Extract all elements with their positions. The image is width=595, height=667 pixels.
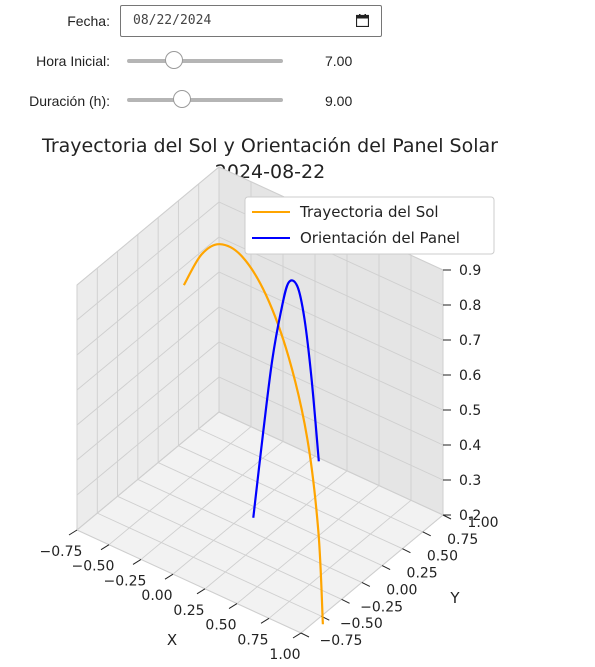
grid-line [157, 462, 383, 566]
legend-label-panel: Orientación del Panel [300, 229, 460, 247]
x-tick-label: −0.50 [72, 559, 115, 575]
grid-line [76, 271, 220, 391]
z-tick-label: 0.9 [459, 263, 481, 279]
grid-line [76, 529, 302, 634]
slider-track [127, 98, 283, 102]
grid-line [172, 455, 316, 575]
y-tick-label: 0.25 [407, 566, 438, 582]
z-tick-label: 0.3 [459, 473, 481, 489]
grid-line [108, 426, 252, 546]
axis-ticks: −0.75−0.50−0.250.000.250.500.751.00−0.75… [40, 263, 499, 663]
grid-line [236, 485, 380, 604]
start-hour-label: Hora Inicial: [36, 53, 110, 69]
y-tick-label: 0.75 [447, 532, 478, 548]
data-series [182, 243, 324, 625]
x-axis-label: X [167, 631, 177, 649]
slider-track [127, 59, 283, 63]
y-axis-label: Y [449, 589, 460, 607]
grid-line [218, 306, 444, 411]
grid-line [117, 495, 342, 600]
grid-lines [76, 166, 444, 634]
x-tick-label: 0.50 [205, 618, 236, 634]
legend-label-sun: Trayectoria del Sol [299, 203, 439, 221]
grid-line [300, 514, 444, 634]
z-tick-label: 0.4 [459, 438, 481, 454]
sun-trajectory-line [182, 243, 324, 625]
date-label: Fecha: [67, 13, 110, 29]
x-tick-label: −0.75 [40, 544, 83, 560]
z-tick-label: 0.5 [459, 403, 481, 419]
grid-line [76, 201, 220, 321]
x-tick-label: 1.00 [269, 647, 300, 663]
grid-line [204, 470, 348, 590]
x-tick-mark [196, 588, 206, 595]
sun-path-3d-chart: Trayectoria del Sol y Orientación del Pa… [40, 135, 499, 663]
panel-orientation-line [252, 279, 320, 518]
date-input[interactable]: 08/22/2024 [120, 5, 382, 37]
y-tick-label: 0.00 [386, 582, 417, 598]
slider-thumb[interactable] [164, 51, 183, 69]
z-tick-label: 0.7 [459, 333, 481, 349]
start-hour-value: 7.00 [325, 53, 353, 69]
y-tick-mark [381, 565, 391, 571]
x-tick-label: 0.25 [173, 603, 204, 619]
grid-line [218, 341, 444, 446]
y-tick-label: 1.00 [467, 515, 498, 531]
y-tick-mark [422, 531, 431, 537]
grid-line [76, 341, 220, 461]
y-tick-mark [442, 514, 452, 520]
grid-line [76, 376, 220, 496]
grid-line [137, 479, 363, 583]
x-tick-mark [132, 559, 142, 565]
start-hour-slider[interactable] [127, 51, 283, 71]
x-tick-mark [100, 544, 110, 551]
x-tick-mark [292, 632, 302, 639]
x-tick-mark [260, 617, 270, 624]
grid-line [76, 411, 220, 531]
x-tick-mark [228, 603, 238, 609]
duration-value: 9.00 [325, 93, 353, 109]
grid-line [76, 236, 220, 356]
x-tick-label: −0.25 [104, 573, 147, 589]
chart-title: Trayectoria del Sol y Orientación del Pa… [41, 135, 498, 157]
z-tick-label: 0.6 [459, 368, 481, 384]
legend-box [244, 196, 495, 255]
y-tick-label: −0.25 [360, 599, 403, 615]
grid-line [178, 445, 403, 550]
y-tick-label: −0.75 [320, 633, 363, 649]
grid-line [268, 499, 412, 619]
y-tick-mark [300, 632, 310, 638]
grid-line [97, 512, 322, 617]
x-tick-label: 0.75 [237, 632, 268, 648]
y-tick-mark [402, 548, 411, 554]
z-tick-label: 0.8 [459, 298, 481, 314]
grid-line [218, 411, 444, 516]
x-tick-label: 0.00 [141, 588, 172, 604]
duration-label: Duración (h): [29, 93, 110, 109]
duration-slider[interactable] [127, 90, 283, 110]
y-tick-mark [361, 581, 371, 587]
slider-thumb[interactable] [172, 90, 191, 108]
grid-line [218, 376, 444, 481]
grid-line [218, 271, 444, 376]
grid-line [76, 306, 220, 426]
z-tick-label: 0.2 [459, 508, 481, 524]
y-tick-label: −0.50 [340, 616, 383, 632]
x-tick-mark [164, 573, 174, 580]
y-tick-mark [341, 598, 350, 604]
date-value: 08/22/2024 [133, 13, 212, 28]
grid-line [76, 166, 220, 286]
y-tick-label: 0.50 [427, 549, 458, 565]
x-tick-mark [68, 529, 78, 536]
chart-legend: Trayectoria del Sol Orientación del Pane… [244, 196, 495, 255]
grid-line [198, 428, 423, 533]
calendar-icon[interactable] [356, 14, 369, 27]
